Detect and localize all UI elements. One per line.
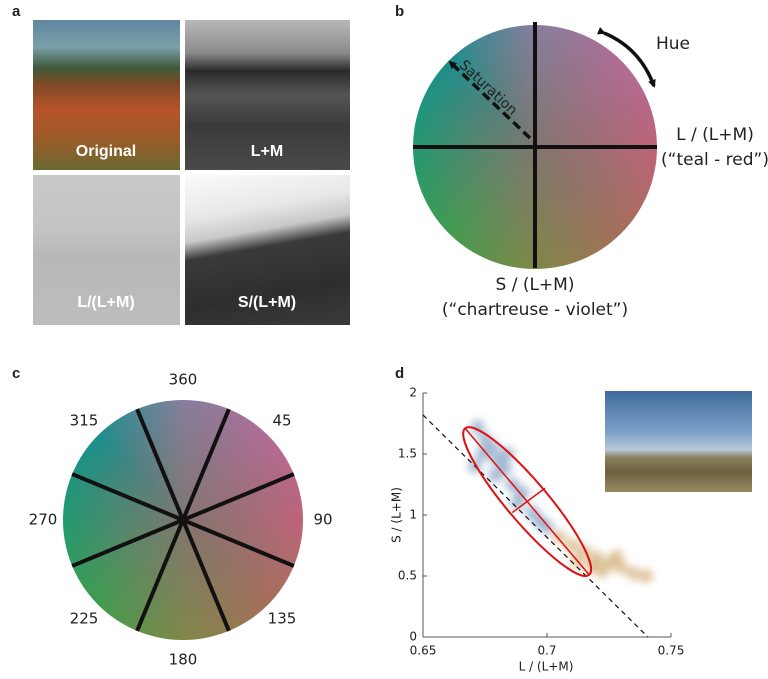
hue-label: Hue [656,34,690,54]
sector-line [135,408,185,521]
saturation-arrow [448,60,532,140]
axis-label: S / (L+M) [496,275,575,295]
image-original [33,20,180,170]
sector-line [181,408,231,521]
axis-note: (“teal - red”) [661,150,768,170]
image-lm [185,20,350,170]
angle-label: 45 [272,412,291,430]
point [639,569,654,583]
panel-label: c [12,365,20,382]
point-cloud [468,420,654,583]
panel-label: a [12,3,21,20]
x-tick-label: 0.75 [658,644,685,658]
y-tick-label: 1 [409,508,417,522]
point [594,564,609,579]
y-tick-label: 0.5 [398,569,417,583]
x-axis-label: L / (L+M) [519,660,574,674]
image-s-ratio [185,175,350,325]
y-axis-label: S / (L+M) [390,487,404,543]
minor-axis [511,487,546,514]
point [552,529,567,544]
point [564,538,579,553]
point [500,447,515,461]
sector-line [181,519,231,632]
x-tick-label: 0.65 [410,644,437,658]
sector-line [135,519,185,632]
fit-line [422,414,649,638]
angle-label: 90 [313,511,332,529]
panel-label: d [395,365,404,382]
x-tick-label: 0.7 [537,644,556,658]
sector-line [182,472,295,522]
panel-label: b [395,3,404,20]
sector-line [71,472,184,522]
point [510,495,525,510]
y-tick-label: 2 [409,386,417,400]
angle-label: 360 [169,371,198,389]
image-label: Original [76,143,136,160]
point [487,468,502,483]
y-tick-label: 1.5 [398,447,417,461]
hue-arrow [596,26,656,88]
angle-label: 180 [169,651,198,669]
angle-label: 225 [70,609,99,627]
point [626,566,641,581]
point [475,447,490,461]
point [614,560,629,575]
point [540,520,554,535]
sector-line [71,518,184,568]
angle-label: 270 [29,511,58,529]
image-label: L/(L+M) [77,294,134,311]
image-label: S/(L+M) [238,294,296,311]
image-label: L+M [251,143,283,160]
axis-note: (“chartreuse - violet”) [442,300,628,320]
inset-photo [605,391,752,492]
angle-label: 135 [268,609,297,627]
sector-line [182,518,295,568]
point [609,549,624,564]
saturation-label: Saturation [456,57,520,118]
angle-label: 315 [70,412,99,430]
image-l-ratio [33,175,180,325]
axis-label: L / (L+M) [676,125,754,145]
y-tick-label: 0 [409,630,417,644]
